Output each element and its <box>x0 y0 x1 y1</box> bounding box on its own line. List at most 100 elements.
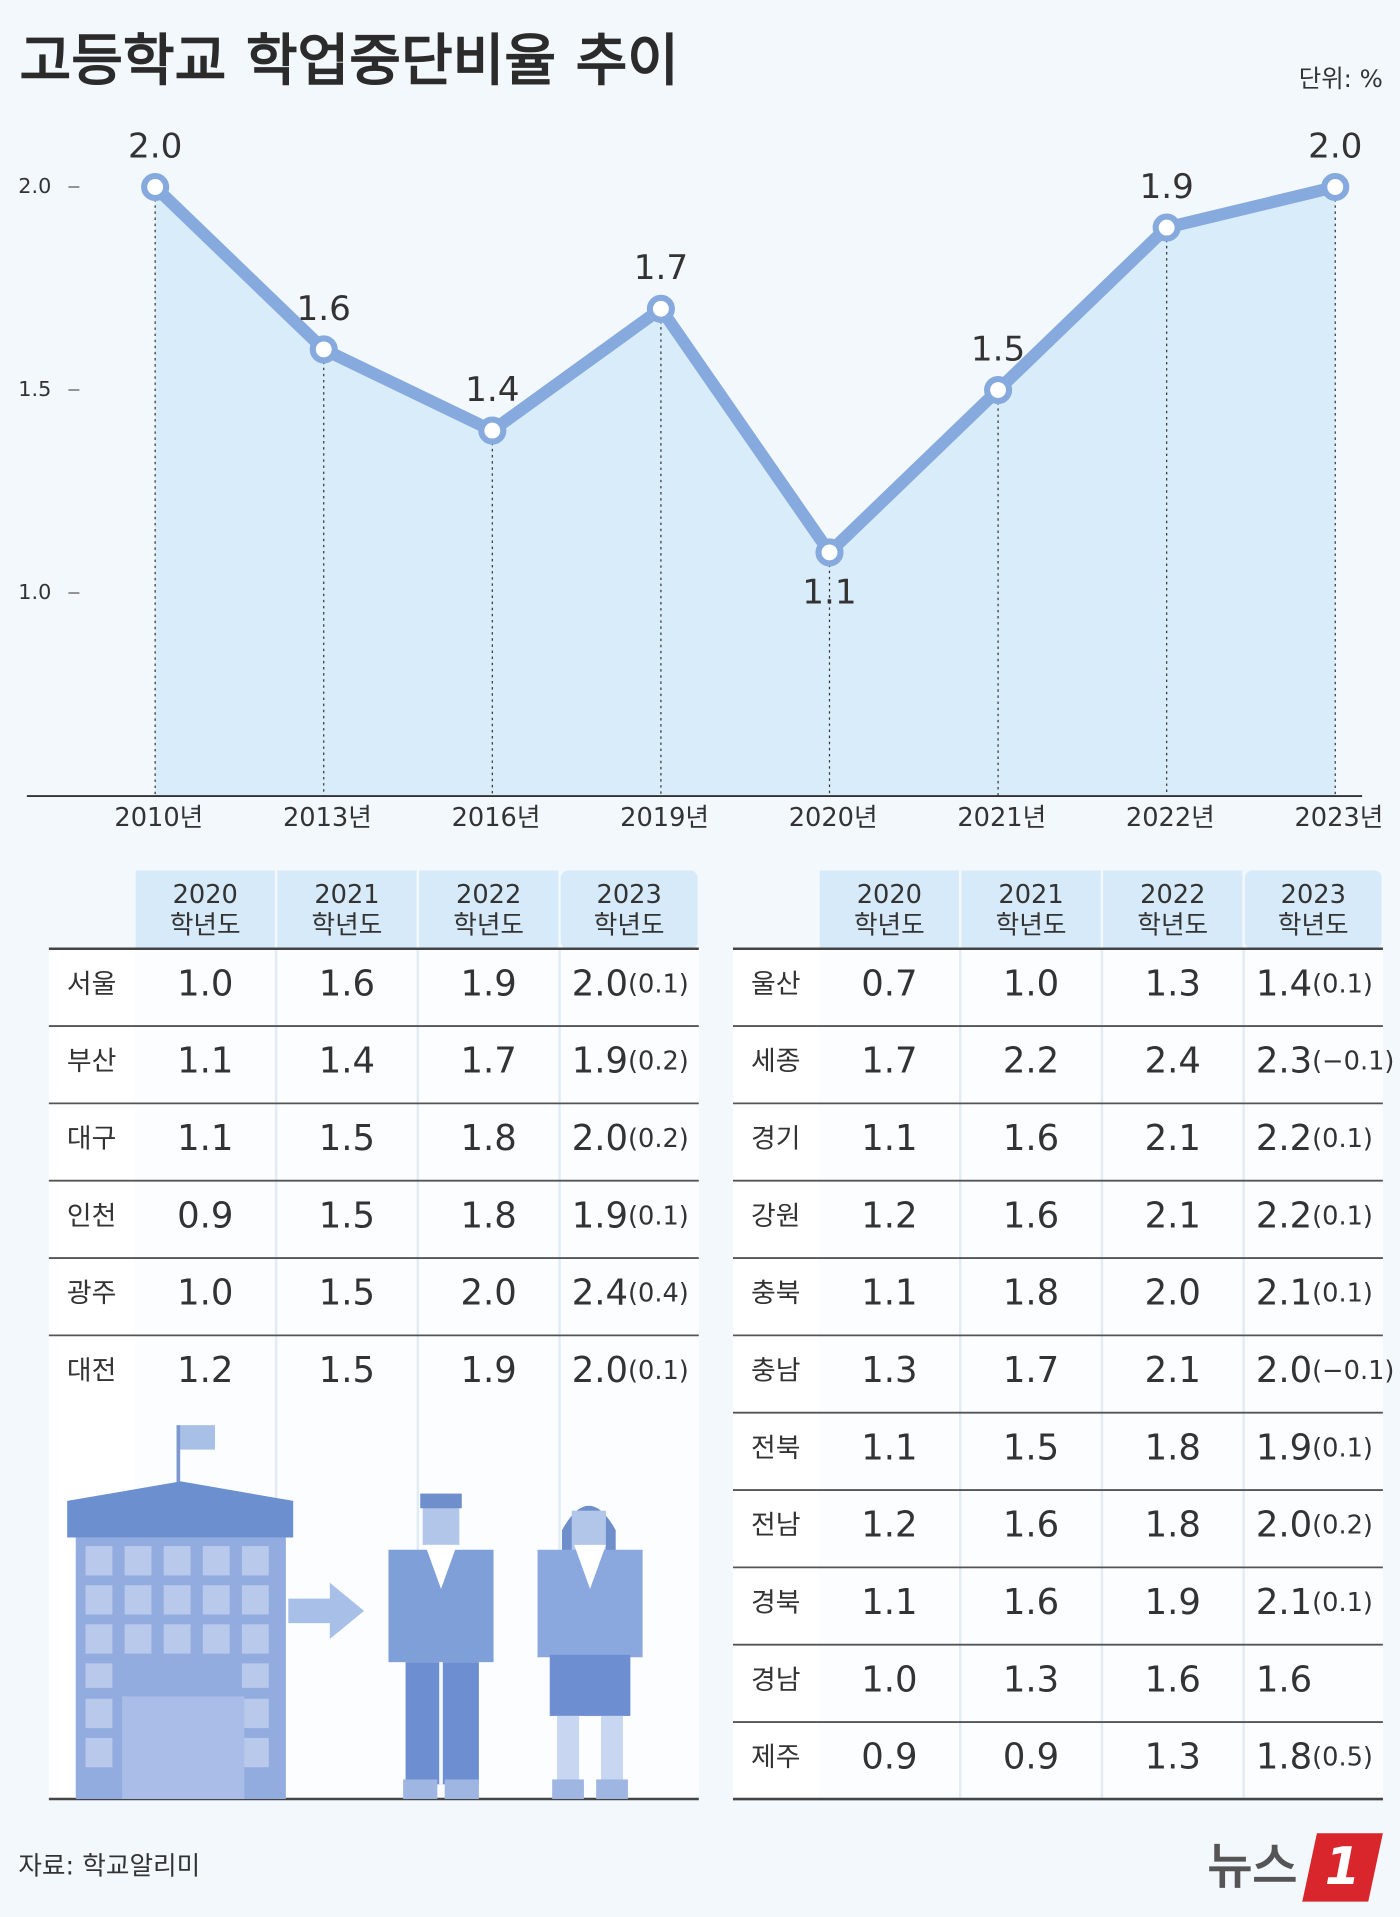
flag <box>178 1425 216 1450</box>
cell-change: (0.1) <box>1312 1124 1373 1154</box>
region: 인천 <box>67 1201 116 1232</box>
cell-change: (−0.1) <box>1312 1356 1394 1386</box>
area <box>155 186 1336 797</box>
region: 충남 <box>751 1356 800 1387</box>
x-tick-label: 2010년 <box>114 803 203 833</box>
cell-value: 1.4 <box>319 1041 375 1082</box>
region: 세종 <box>751 1046 800 1077</box>
y-tick-label: 2.0 <box>18 174 51 198</box>
cell-value: 2.4 <box>1145 1041 1201 1082</box>
cell-value: 2.1 <box>1145 1118 1201 1159</box>
cell-change: (0.1) <box>1312 1201 1373 1231</box>
point <box>984 375 1013 405</box>
cell-value: 1.0 <box>1003 963 1059 1004</box>
cell-value-2023: 1.4(0.1) <box>1256 963 1373 1004</box>
header-cell <box>1244 870 1382 949</box>
cell-value: 2.2 <box>1256 1118 1312 1159</box>
cell-value-2023: 2.0(−0.1) <box>1256 1350 1395 1391</box>
header-label: 학년도 <box>1278 911 1349 941</box>
region: 전남 <box>751 1510 800 1541</box>
header-label: 학년도 <box>170 911 241 941</box>
cell-change: (0.1) <box>628 1201 689 1231</box>
header-year: 2021 <box>314 880 379 910</box>
student-girl <box>537 1505 643 1799</box>
header-label: 학년도 <box>312 911 383 941</box>
cell-value: 1.8 <box>1003 1273 1059 1314</box>
cell-value: 1.3 <box>1145 1737 1201 1778</box>
cell-value: 1.1 <box>861 1118 917 1159</box>
header-label: 학년도 <box>854 911 925 941</box>
value-label: 2.0 <box>1308 126 1362 166</box>
header-year: 2020 <box>857 880 922 910</box>
cell-value: 2.0 <box>1145 1273 1201 1314</box>
cell-value: 0.9 <box>861 1737 917 1778</box>
cell-value-2023: 2.0(0.1) <box>572 963 689 1004</box>
point <box>478 416 507 445</box>
x-tick-label: 2020년 <box>789 803 878 833</box>
cell-value: 1.5 <box>319 1118 375 1159</box>
cell-value: 1.3 <box>1145 963 1201 1004</box>
cell-change: (0.4) <box>628 1279 689 1309</box>
header-label: 학년도 <box>453 911 524 941</box>
region: 경기 <box>751 1124 800 1155</box>
region: 광주 <box>67 1278 116 1309</box>
value-label: 1.5 <box>971 329 1025 369</box>
cell-value: 0.9 <box>1003 1737 1059 1778</box>
cell-value: 1.0 <box>861 1659 917 1700</box>
x-tick-label: 2021년 <box>957 803 1046 833</box>
header-cell <box>419 870 559 949</box>
cell-value-2023: 2.3(−0.1) <box>1256 1041 1395 1082</box>
cell-change: (0.1) <box>628 1356 689 1386</box>
cell-value-2023: 2.1(0.1) <box>1256 1273 1373 1314</box>
region: 전북 <box>751 1433 800 1464</box>
chart-title: 고등학교 학업중단비율 추이 <box>20 29 679 94</box>
cell-value: 1.1 <box>177 1041 233 1082</box>
cell-change: (0.2) <box>628 1124 689 1154</box>
cell-value-2023: 1.8(0.5) <box>1256 1737 1373 1778</box>
cell-change: (−0.1) <box>1312 1047 1394 1077</box>
region: 대구 <box>67 1124 116 1155</box>
cell-value: 1.9 <box>460 963 516 1004</box>
cell-value: 1.6 <box>1003 1118 1059 1159</box>
cell-change: (0.1) <box>1312 1433 1373 1463</box>
cell-value: 1.0 <box>177 1273 233 1314</box>
cell-value: 1.1 <box>861 1273 917 1314</box>
cell-value: 2.0 <box>460 1273 516 1314</box>
cell-value-2023: 2.1(0.1) <box>1256 1582 1373 1623</box>
region: 부산 <box>67 1046 116 1077</box>
point <box>646 294 675 323</box>
cell-value: 2.0 <box>1256 1350 1312 1391</box>
cell-value: 1.8 <box>1145 1427 1201 1468</box>
cell-value: 2.0 <box>572 1118 628 1159</box>
cell-value: 1.9 <box>572 1195 628 1236</box>
region-column <box>732 948 819 1799</box>
header-cell <box>277 870 417 949</box>
header-year: 2023 <box>597 880 662 910</box>
cell-value: 2.1 <box>1256 1273 1312 1314</box>
header-label: 학년도 <box>1137 911 1208 941</box>
cell-value: 1.0 <box>177 963 233 1004</box>
cell-value: 2.2 <box>1256 1195 1312 1236</box>
cell-value: 1.5 <box>319 1350 375 1391</box>
cell-value-2023: 1.9(0.2) <box>572 1041 689 1082</box>
value-label: 2.0 <box>128 126 182 166</box>
cell-value-2023: 2.2(0.1) <box>1256 1195 1373 1236</box>
cell-value: 1.3 <box>861 1350 917 1391</box>
door <box>122 1696 245 1799</box>
point <box>1321 172 1350 202</box>
cell-value: 0.7 <box>861 963 917 1004</box>
region: 경북 <box>751 1588 800 1619</box>
logo-text: 뉴스 <box>1207 1838 1297 1895</box>
cell-value: 1.3 <box>1003 1659 1059 1700</box>
cell-value: 2.2 <box>1003 1041 1059 1082</box>
x-tick-label: 2013년 <box>283 803 372 833</box>
cell-value: 1.9 <box>460 1350 516 1391</box>
line <box>150 181 1337 559</box>
region: 서울 <box>67 969 116 1000</box>
region: 강원 <box>751 1201 800 1232</box>
cell-change: (0.5) <box>1312 1743 1373 1773</box>
header-cell <box>819 870 959 949</box>
value-label: 1.7 <box>634 248 688 288</box>
value-label: 1.6 <box>297 289 351 329</box>
